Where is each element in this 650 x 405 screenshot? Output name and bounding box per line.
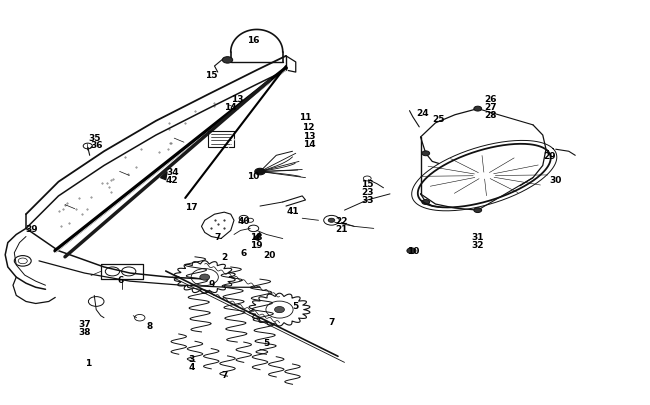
Text: 40: 40 [237, 216, 250, 225]
Text: 39: 39 [25, 224, 38, 233]
Text: 38: 38 [78, 327, 91, 336]
Text: 37: 37 [78, 320, 91, 328]
Text: 35: 35 [88, 133, 101, 142]
Circle shape [474, 208, 482, 213]
Text: 28: 28 [484, 111, 497, 120]
Text: 36: 36 [90, 141, 103, 149]
Text: 25: 25 [432, 115, 445, 124]
Text: 29: 29 [543, 151, 556, 160]
Text: 4: 4 [188, 362, 195, 371]
Circle shape [200, 274, 210, 281]
Text: 8: 8 [146, 322, 153, 330]
Text: 10: 10 [406, 247, 419, 256]
Text: 27: 27 [484, 103, 497, 112]
Text: 5: 5 [263, 338, 270, 347]
Circle shape [222, 58, 233, 64]
Text: 42: 42 [166, 176, 179, 185]
Circle shape [274, 307, 285, 313]
Text: 3: 3 [188, 354, 195, 363]
Text: 21: 21 [335, 224, 348, 233]
Text: 6: 6 [240, 249, 247, 258]
Text: 15: 15 [205, 70, 218, 79]
Text: 7: 7 [328, 318, 335, 326]
Circle shape [422, 151, 430, 156]
Text: 1: 1 [84, 358, 91, 367]
Text: 41: 41 [286, 206, 299, 215]
Text: 2: 2 [221, 253, 228, 262]
Text: 15: 15 [361, 180, 374, 189]
Circle shape [422, 200, 430, 205]
Text: 22: 22 [335, 216, 348, 225]
Text: 26: 26 [484, 95, 497, 104]
Text: 13: 13 [303, 132, 316, 141]
Text: 23: 23 [361, 188, 374, 197]
Text: 7: 7 [214, 232, 221, 241]
Circle shape [407, 248, 416, 254]
Text: 33: 33 [361, 196, 374, 205]
Text: 12: 12 [302, 123, 315, 132]
Text: 17: 17 [185, 202, 198, 211]
Text: 18: 18 [250, 232, 263, 241]
Text: 32: 32 [471, 241, 484, 249]
Text: 31: 31 [471, 232, 484, 241]
Text: 24: 24 [416, 109, 429, 118]
Circle shape [255, 169, 265, 175]
Text: 19: 19 [250, 241, 263, 249]
Text: 7: 7 [221, 370, 228, 379]
Text: 20: 20 [263, 251, 276, 260]
Polygon shape [254, 233, 260, 241]
Text: 14: 14 [303, 140, 316, 149]
Text: 34: 34 [166, 168, 179, 177]
Circle shape [474, 107, 482, 112]
Text: 30: 30 [549, 176, 562, 185]
Text: 5: 5 [292, 301, 299, 310]
Text: 14: 14 [224, 103, 237, 112]
Text: 9: 9 [208, 279, 214, 288]
Text: 11: 11 [299, 113, 312, 122]
Text: 13: 13 [231, 95, 244, 104]
Text: 6: 6 [117, 275, 124, 284]
Text: 16: 16 [247, 36, 260, 45]
Text: 10: 10 [247, 172, 260, 181]
Polygon shape [161, 172, 167, 180]
Circle shape [328, 219, 335, 223]
